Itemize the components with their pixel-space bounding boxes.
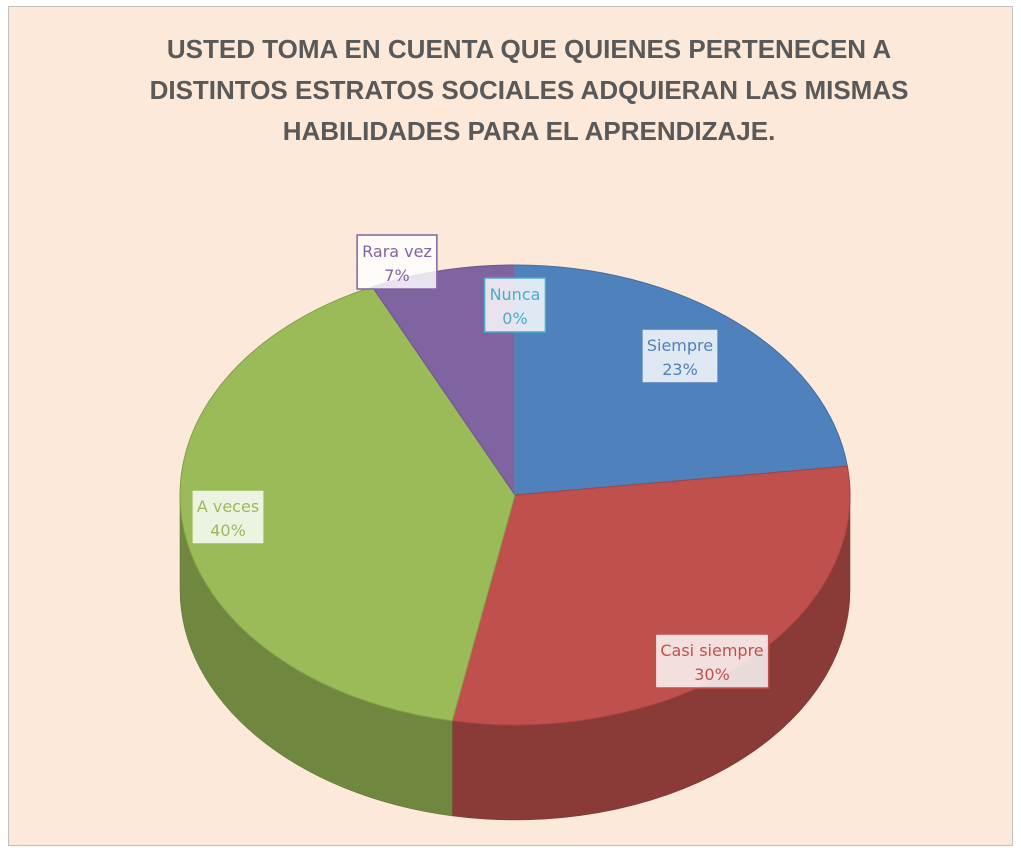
label-category: Rara vez <box>362 242 432 261</box>
label-box <box>641 328 719 384</box>
label-box <box>191 489 265 545</box>
label-category: Siempre <box>647 336 713 355</box>
label-value: 0% <box>502 309 527 328</box>
chart-title: USTED TOMA EN CUENTA QUE QUIENES PERTENE… <box>149 34 909 146</box>
label-category: A veces <box>197 497 259 516</box>
label-box <box>356 234 438 290</box>
data-label: A veces 40% <box>191 489 265 545</box>
label-category: Casi siempre <box>660 641 763 660</box>
label-value: 30% <box>694 665 730 684</box>
pie-slice <box>179 286 516 722</box>
label-value: 23% <box>662 360 698 379</box>
label-value: 7% <box>384 266 409 285</box>
data-label: Rara vez 7% <box>356 234 438 290</box>
label-box <box>483 277 547 333</box>
label-category: Nunca <box>490 285 541 304</box>
data-label: Casi siempre 30% <box>654 633 770 689</box>
data-label: Siempre 23% <box>641 328 719 384</box>
data-label: Nunca 0% <box>483 277 547 333</box>
label-box <box>654 633 770 689</box>
label-value: 40% <box>210 521 246 540</box>
